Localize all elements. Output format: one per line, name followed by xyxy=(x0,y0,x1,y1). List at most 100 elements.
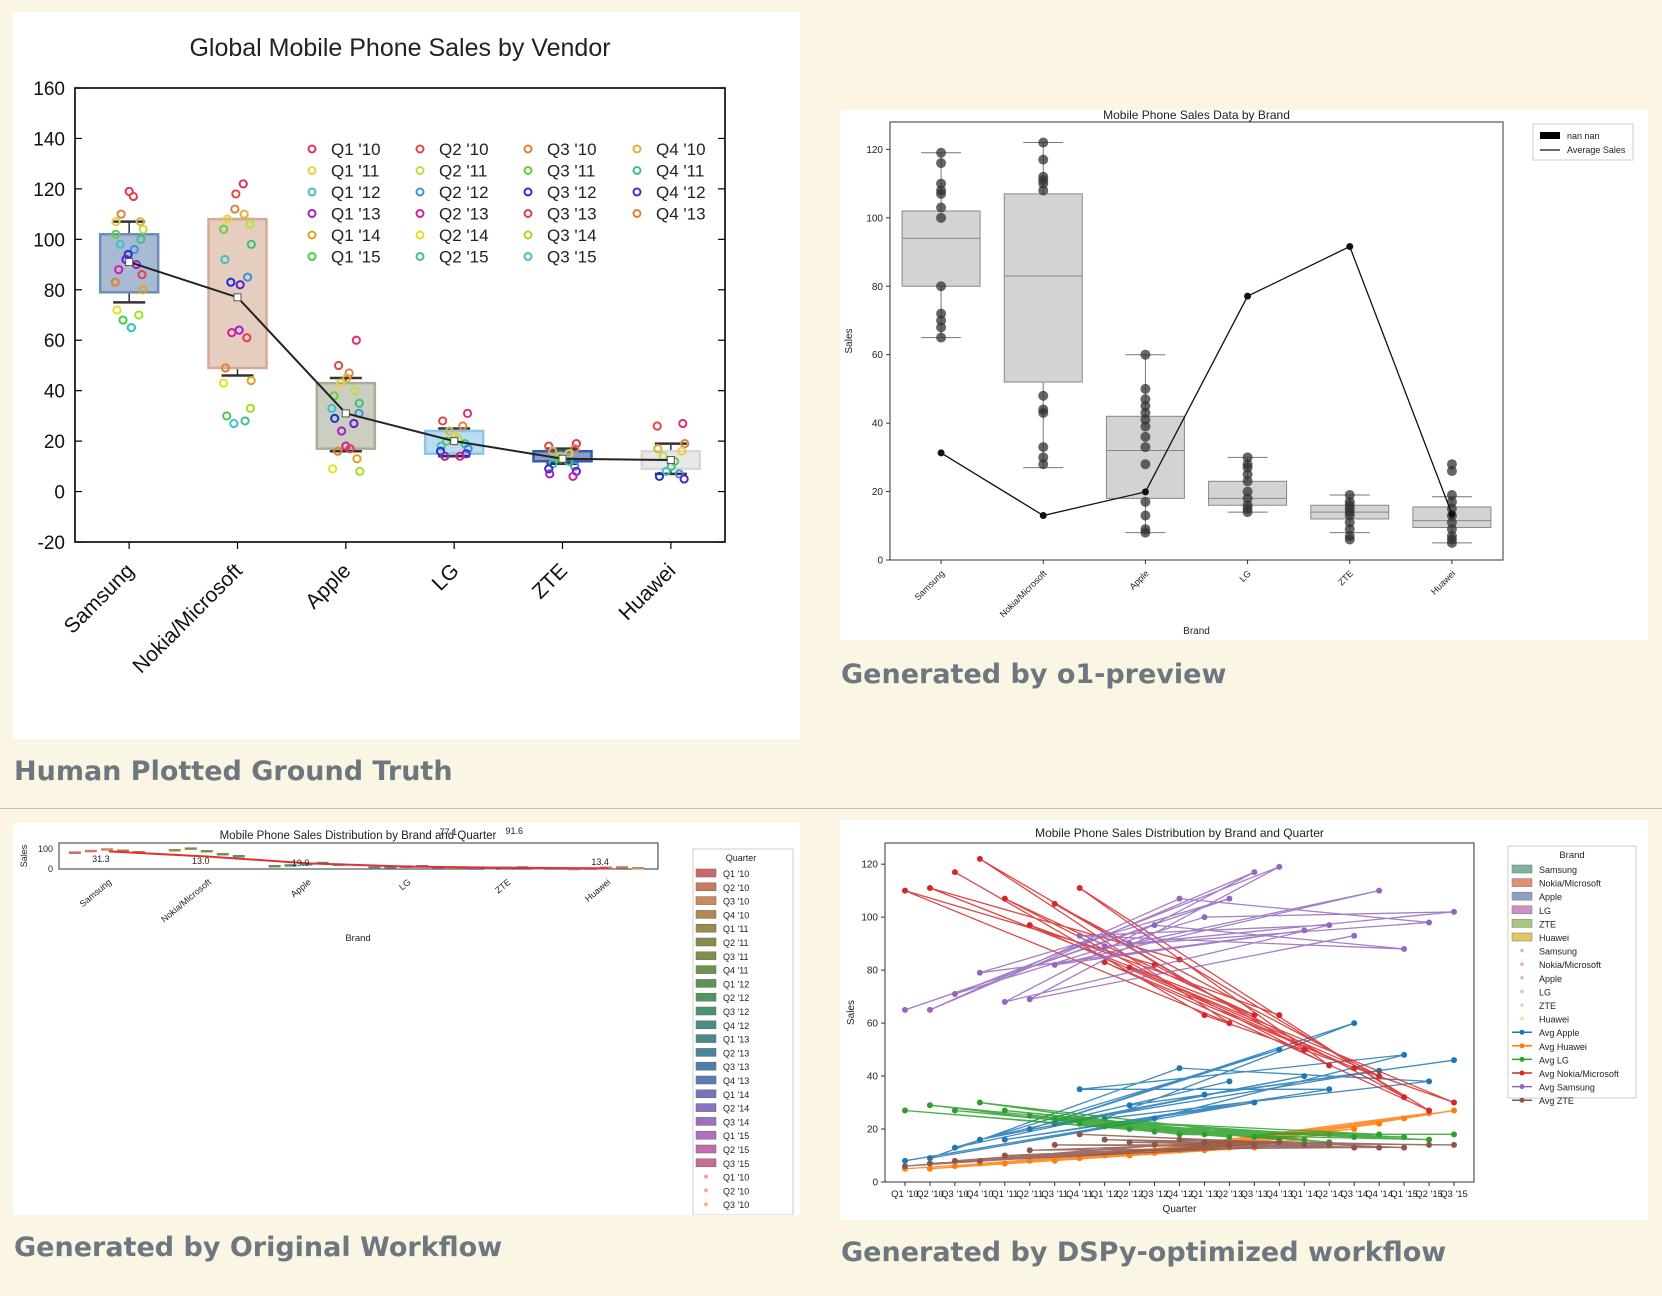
series-point xyxy=(1076,1120,1083,1127)
legend-swatch xyxy=(695,868,717,878)
outlier-point xyxy=(1038,154,1049,165)
data-point xyxy=(570,461,580,471)
legend-label: Avg Nokia/Microsoft xyxy=(1539,1069,1619,1079)
x-tick-label: Q1 '12 xyxy=(1091,1189,1119,1200)
o1-preview-panel: Mobile Phone Sales Data by Brand 0 20 40 60 8… xyxy=(840,108,1648,640)
legend-title: Brand xyxy=(1559,850,1584,861)
legend-marker xyxy=(415,166,425,175)
y-tick-label: 40 xyxy=(44,382,65,403)
outlier-point xyxy=(1344,524,1355,535)
series-point xyxy=(1101,1136,1108,1143)
sample-bar xyxy=(184,847,197,850)
legend-label: Apple xyxy=(1539,974,1562,984)
series-point xyxy=(1201,1091,1208,1098)
legend-label: Nokia/Microsoft xyxy=(1539,960,1602,970)
outlier-point xyxy=(1140,527,1151,538)
x-tick-label: ZTE xyxy=(528,559,572,603)
outlier-point xyxy=(1140,401,1151,412)
sample-bar xyxy=(268,865,281,868)
series-point xyxy=(1301,1136,1308,1143)
legend-label: Q2 '10 xyxy=(723,1186,749,1196)
data-point xyxy=(571,439,581,449)
legend-label: Samsung xyxy=(1539,865,1577,875)
data-point xyxy=(245,403,256,413)
x-tick-label: Samsung xyxy=(913,568,947,602)
series-point xyxy=(1326,1062,1333,1069)
legend-marker xyxy=(523,252,533,261)
series-point xyxy=(1051,1157,1058,1164)
data-point xyxy=(218,378,229,388)
legend-label: Q3 '12 xyxy=(547,183,597,202)
series-point xyxy=(1001,998,1008,1005)
x-tick-label: Q1 '10 xyxy=(891,1189,919,1200)
chart-title: Mobile Phone Sales Distribution by Brand… xyxy=(220,830,497,842)
y-tick-label: -20 xyxy=(38,533,65,554)
series-point xyxy=(1401,1144,1408,1151)
x-tick-label: Apple xyxy=(301,559,355,613)
y-tick-label: 120 xyxy=(33,180,65,201)
outlier-point xyxy=(936,322,947,333)
y-tick-label: 60 xyxy=(44,331,65,352)
outlier-point xyxy=(1446,517,1457,528)
outlier-point xyxy=(1140,510,1151,521)
series-point xyxy=(1401,945,1408,952)
outlier-point xyxy=(936,332,947,343)
ground-truth-panel: Global Mobile Phone Sales by Vendor -20 0 2… xyxy=(13,12,800,739)
outlier-point xyxy=(936,147,947,158)
legend-swatch xyxy=(695,1103,717,1112)
series-point xyxy=(926,1160,933,1167)
series-point xyxy=(1126,940,1133,947)
legend-label: nan nan xyxy=(1567,131,1600,141)
series-point xyxy=(1026,1147,1033,1154)
mean-label: 77.1 xyxy=(440,827,458,837)
average-sales-marker xyxy=(1448,510,1456,518)
legend-marker xyxy=(523,166,533,175)
series-point xyxy=(951,1144,958,1151)
series-point xyxy=(1051,961,1058,968)
series-point xyxy=(1001,1160,1008,1167)
x-axis-label: Brand xyxy=(345,933,370,944)
data-point xyxy=(568,471,578,482)
x-tick-label: Huawei xyxy=(583,877,612,904)
series-point xyxy=(1451,1131,1457,1138)
legend-label: Q4 '13 xyxy=(656,205,706,224)
legend-label: Huawei xyxy=(1539,933,1569,943)
series-point xyxy=(1176,1136,1183,1143)
legend-swatch xyxy=(695,1020,717,1030)
outlier-point xyxy=(1242,493,1253,504)
legend-marker xyxy=(632,144,642,154)
series-point xyxy=(976,855,983,862)
legend-label: Q3 '10 xyxy=(723,1200,749,1210)
legend-label: Q3 '15 xyxy=(723,1159,749,1169)
mean-marker xyxy=(450,437,459,446)
series-point xyxy=(1301,1141,1308,1148)
series-point xyxy=(1401,1133,1408,1140)
data-point xyxy=(336,378,346,388)
series-point xyxy=(1126,964,1133,971)
y-tick-label: 80 xyxy=(44,281,65,302)
y-tick-label: 60 xyxy=(872,350,884,361)
outlier-point xyxy=(1446,466,1457,477)
average-sales-marker xyxy=(1346,243,1354,251)
data-point xyxy=(654,471,665,482)
outlier-point xyxy=(936,308,947,319)
data-point xyxy=(352,454,362,464)
y-tick-label: 0 xyxy=(872,1178,878,1189)
legend-swatch xyxy=(695,1006,717,1016)
mean-marker xyxy=(125,258,134,267)
series-point xyxy=(1276,863,1283,870)
mean-marker xyxy=(233,293,242,302)
data-point xyxy=(110,277,120,287)
x-tick-label: Q3 '10 xyxy=(941,1189,969,1200)
legend-label: Q3 '10 xyxy=(547,140,597,159)
outlier-point xyxy=(1446,496,1457,507)
legend-swatch xyxy=(695,1144,717,1154)
series-point xyxy=(1276,1046,1283,1053)
series-point xyxy=(1376,1073,1383,1080)
data-point xyxy=(653,444,663,454)
data-point xyxy=(230,204,240,214)
series-point xyxy=(926,1006,933,1013)
x-tick-label: Q3 '14 xyxy=(1340,1189,1368,1200)
legend: Brand Samsung Nokia/Microsoft Apple LG ZTE Hua… xyxy=(1507,845,1637,1106)
series-point xyxy=(951,1107,958,1114)
